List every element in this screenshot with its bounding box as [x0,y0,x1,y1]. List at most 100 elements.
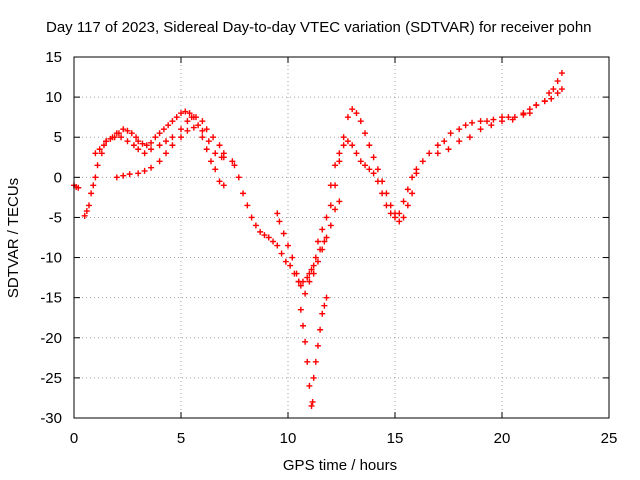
data-point [541,98,548,105]
data-point [143,142,150,149]
data-point [366,166,373,173]
data-point [207,158,214,165]
data-point [554,78,561,85]
data-point [156,142,163,149]
x-tick-label: 25 [601,430,618,447]
data-point [490,116,497,123]
data-point [477,118,484,125]
data-point [240,190,247,197]
data-point [434,142,441,149]
data-point [302,338,309,345]
series-3 [229,158,328,285]
y-tick-label: -15 [40,290,62,307]
data-point [265,234,272,241]
series-1 [92,114,227,157]
data-point [169,142,176,149]
data-point [413,166,420,173]
data-point [190,124,197,131]
data-point [308,266,315,273]
data-point [83,208,90,215]
data-point [409,174,416,181]
data-point [210,134,217,141]
data-point [327,202,334,209]
data-point [85,202,92,209]
data-point [192,114,199,121]
data-point [383,202,390,209]
data-point [287,262,294,269]
data-point [357,118,364,125]
data-point [220,182,227,189]
data-point [349,142,356,149]
data-point [441,138,448,145]
x-tick-label: 15 [387,430,404,447]
data-point [135,170,142,177]
series-6 [314,106,420,245]
data-point [178,110,184,117]
x-tick-label: 5 [177,430,185,447]
y-tick-label: 15 [45,49,62,66]
data-point [98,150,105,157]
data-point [244,202,251,209]
data-point [462,122,469,129]
data-point [370,154,377,161]
data-point [306,278,313,285]
data-point [182,108,189,115]
data-point [141,150,148,157]
data-point [295,278,302,285]
data-point [396,210,403,217]
data-point [332,206,339,213]
data-point [336,198,343,205]
y-tick-label: -20 [40,330,62,347]
axis-ticks: 0 5 10 15 20 25 -30 -25 -20 -15 -10 -5 0 5 10 15 [40,49,617,447]
data-point [160,126,167,133]
data-point [270,238,277,245]
data-point [128,130,135,137]
data-point [370,170,377,177]
data-point [297,306,304,313]
data-point [526,110,533,117]
data-point [477,126,484,133]
data-point [321,238,328,245]
data-point [289,254,296,261]
data-point [130,142,137,149]
data-point [109,134,116,141]
data-point [156,130,163,137]
plot-frame [73,56,610,419]
series-7 [327,138,416,221]
data-point [274,210,281,217]
data-point [299,322,306,329]
x-axis-label: GPS time / hours [283,457,397,474]
data-point [199,127,206,134]
data-point [184,118,191,125]
data-point [554,90,561,97]
data-point [186,110,193,117]
data-point [319,246,326,253]
data-points [71,70,565,409]
x-tick-label: 20 [494,430,511,447]
data-point [323,214,330,221]
data-point [357,158,364,165]
data-point [336,158,343,165]
data-point [323,234,330,241]
data-point [293,270,300,277]
data-point [274,242,281,249]
data-point [297,282,304,289]
data-point [75,184,82,191]
chart-title: Day 117 of 2023, Sidereal Day-to-day VTE… [46,19,592,36]
data-point [152,134,159,141]
series-9 [434,86,565,157]
data-point [310,270,317,277]
data-point [349,106,356,113]
data-point [280,230,287,237]
data-point [323,294,330,301]
data-point [327,222,334,229]
data-point [400,198,407,205]
data-point [118,134,125,141]
data-point [484,118,491,125]
data-point [302,290,309,297]
data-point [310,262,317,269]
data-point [469,119,476,126]
data-point [156,158,163,165]
data-point [366,142,373,149]
data-point [261,232,268,239]
